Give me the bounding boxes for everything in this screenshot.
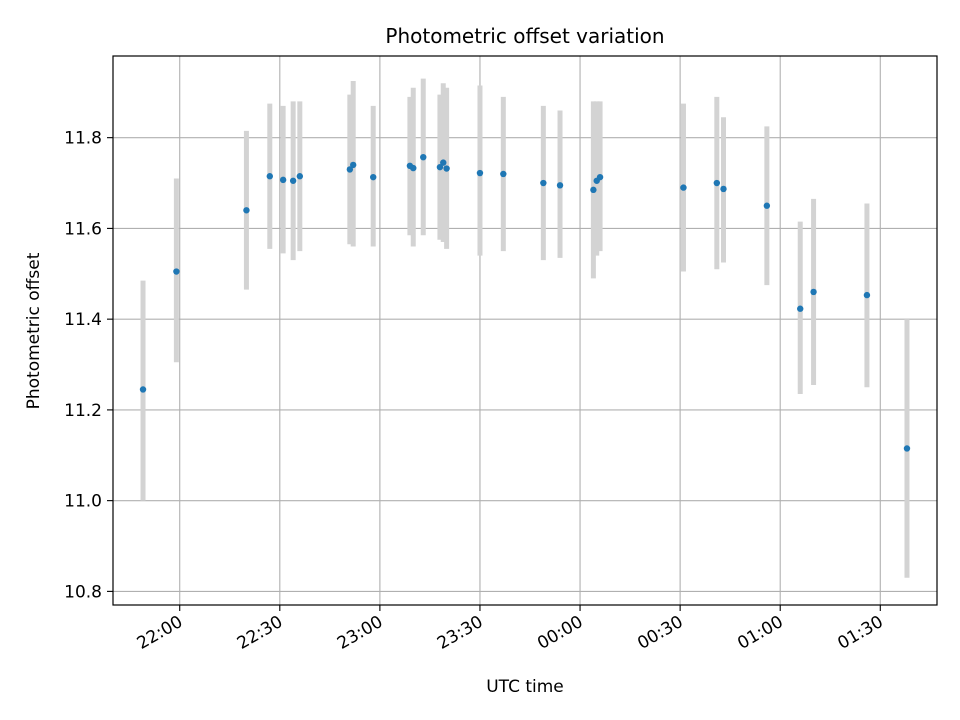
- data-point: [797, 305, 804, 312]
- data-point: [680, 184, 687, 191]
- data-point: [243, 207, 250, 214]
- data-points: [139, 153, 911, 452]
- y-tick-label: 11.8: [64, 129, 102, 149]
- x-axis-label: UTC time: [486, 677, 564, 697]
- data-point: [863, 291, 871, 299]
- data-point: [370, 173, 377, 181]
- data-point: [173, 268, 180, 275]
- data-point: [289, 177, 297, 184]
- y-tick-label: 11.2: [64, 401, 102, 421]
- data-point: [596, 173, 604, 181]
- y-axis-label: Photometric offset: [24, 252, 44, 409]
- data-point: [440, 159, 447, 166]
- grid: [113, 56, 937, 605]
- data-point: [556, 182, 564, 189]
- data-point: [296, 173, 304, 180]
- data-point: [443, 165, 450, 172]
- y-tick-label: 11.4: [64, 310, 102, 330]
- y-tick-label: 10.8: [64, 582, 102, 602]
- data-point: [590, 186, 597, 194]
- data-point: [810, 288, 817, 296]
- chart-title: Photometric offset variation: [385, 24, 664, 48]
- y-axis-ticks: 10.8 11.0 11.2 11.4 11.6 11.8: [64, 129, 113, 602]
- data-point: [349, 161, 357, 169]
- data-point: [410, 164, 417, 172]
- data-point: [420, 153, 427, 161]
- data-point: [279, 176, 287, 184]
- data-point: [476, 169, 484, 177]
- data-point: [266, 173, 273, 180]
- data-point: [713, 179, 721, 187]
- y-tick-label: 11.6: [64, 219, 102, 239]
- data-point: [346, 166, 354, 173]
- data-point: [903, 445, 911, 452]
- data-point: [763, 202, 771, 209]
- plot-frame: [112, 55, 938, 606]
- y-tick-label: 11.0: [64, 492, 102, 512]
- data-point: [436, 163, 444, 171]
- data-point: [720, 185, 727, 193]
- data-point: [139, 386, 147, 393]
- data-point: [500, 170, 507, 178]
- data-point: [540, 179, 547, 187]
